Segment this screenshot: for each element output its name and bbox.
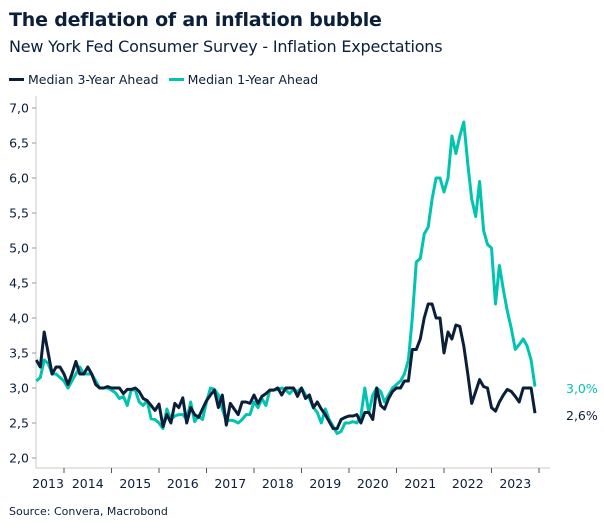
y-tick-label: 6,0 [9, 171, 29, 186]
x-tick-label: 2015 [119, 476, 151, 491]
x-tick-label: 2014 [72, 476, 104, 491]
end-label-1-year: 3,0% [566, 381, 598, 396]
legend-label-1-year: Median 1-Year Ahead [187, 72, 319, 87]
x-tick-label: 2016 [167, 476, 199, 491]
x-tick-label: 2013 [32, 476, 64, 491]
legend-label-3-year: Median 3-Year Ahead [28, 72, 159, 87]
y-tick-label: 5,5 [9, 206, 29, 221]
y-tick-label: 4,0 [9, 311, 29, 326]
chart-title: The deflation of an inflation bubble [9, 9, 382, 31]
y-tick-label: 3,0 [9, 381, 29, 396]
legend-item-1-year: Median 1-Year Ahead [168, 72, 319, 87]
legend-item-3-year: Median 3-Year Ahead [9, 72, 159, 87]
series-line-3-year [34, 302, 537, 431]
y-tick-label: 2,0 [9, 451, 29, 466]
x-tick-label: 2018 [262, 476, 294, 491]
x-tick-label: 2022 [452, 476, 484, 491]
legend-swatch-1-year [168, 78, 184, 81]
legend-swatch-3-year [9, 78, 24, 81]
chart-subtitle: New York Fed Consumer Survey - Inflation… [9, 37, 443, 56]
y-tick-label: 7,0 [9, 101, 29, 116]
end-label-3-year: 2,6% [566, 408, 598, 423]
x-tick-label: 2023 [499, 476, 531, 491]
source-note: Source: Convera, Macrobond [9, 505, 168, 518]
y-tick-label: 3,5 [9, 346, 29, 361]
x-tick-label: 2017 [214, 476, 246, 491]
y-tick-label: 6,5 [9, 136, 29, 151]
x-tick-label: 2020 [357, 476, 389, 491]
x-tick-label: 2021 [404, 476, 436, 491]
x-tick-label: 2019 [309, 476, 341, 491]
legend: Median 3-Year Ahead Median 1-Year Ahead [9, 72, 318, 87]
y-tick-label: 2,5 [9, 416, 29, 431]
y-tick-label: 5,0 [9, 241, 29, 256]
y-tick-label: 4,5 [9, 276, 29, 291]
